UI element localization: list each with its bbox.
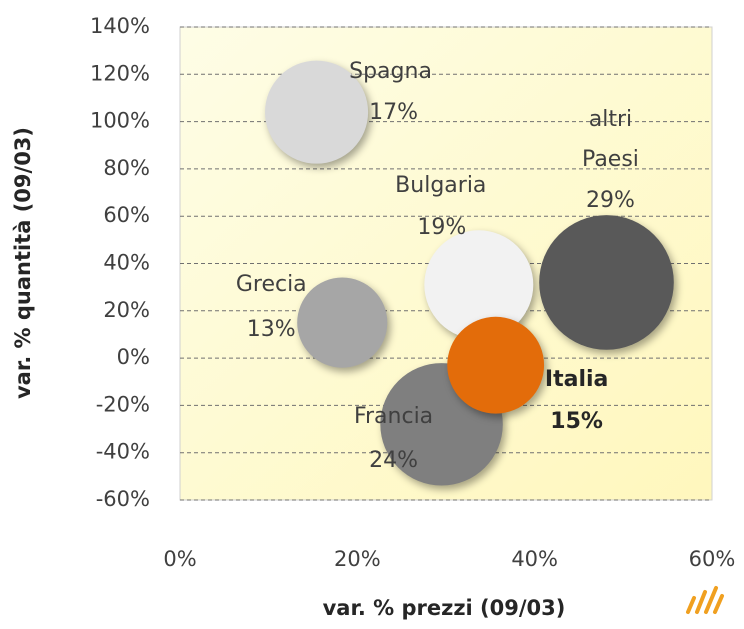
x-tick-label: 20% [334,547,381,571]
y-tick-label: 100% [90,109,150,133]
y-tick-label: 80% [103,156,150,180]
y-tick-label: -60% [96,487,150,511]
bubble [447,316,545,414]
bubble-name: Spagna [349,59,432,85]
bubble-size-label: 19% [417,214,467,240]
bubble-size-label: 17% [369,100,418,126]
bubble-size-label: 13% [246,316,296,342]
x-axis-label: var. % prezzi (09/03) [323,596,566,620]
x-tick-label: 0% [163,547,196,571]
y-tick-label: 40% [103,251,150,275]
bubble [297,277,388,368]
y-tick-label: -20% [96,392,150,416]
bubble-name: Bulgaria [395,172,487,198]
x-tick-label: 60% [689,547,736,571]
bubble [265,60,369,164]
y-tick-label: 0% [117,345,150,369]
bubble-size-label: 24% [369,448,419,474]
bubble-name: Grecia [235,271,307,297]
bubble-name: altri Paesi [582,107,639,173]
y-tick-label: 120% [90,61,150,85]
bubble-name: Italia [544,367,609,393]
bubble-size-label: 15% [550,409,603,435]
y-tick-label: 60% [103,203,150,227]
y-tick-label: -40% [96,440,150,464]
x-tick-label: 40% [511,547,558,571]
y-axis-label: var. % quantità (09/03) [11,127,35,399]
bubble-name: Francia [353,404,434,430]
logo [686,586,724,614]
bubble [539,215,674,350]
y-tick-label: 140% [90,14,150,38]
bubble-size-label: 29% [586,188,635,214]
y-tick-label: 20% [103,298,150,322]
bubble [424,230,534,340]
